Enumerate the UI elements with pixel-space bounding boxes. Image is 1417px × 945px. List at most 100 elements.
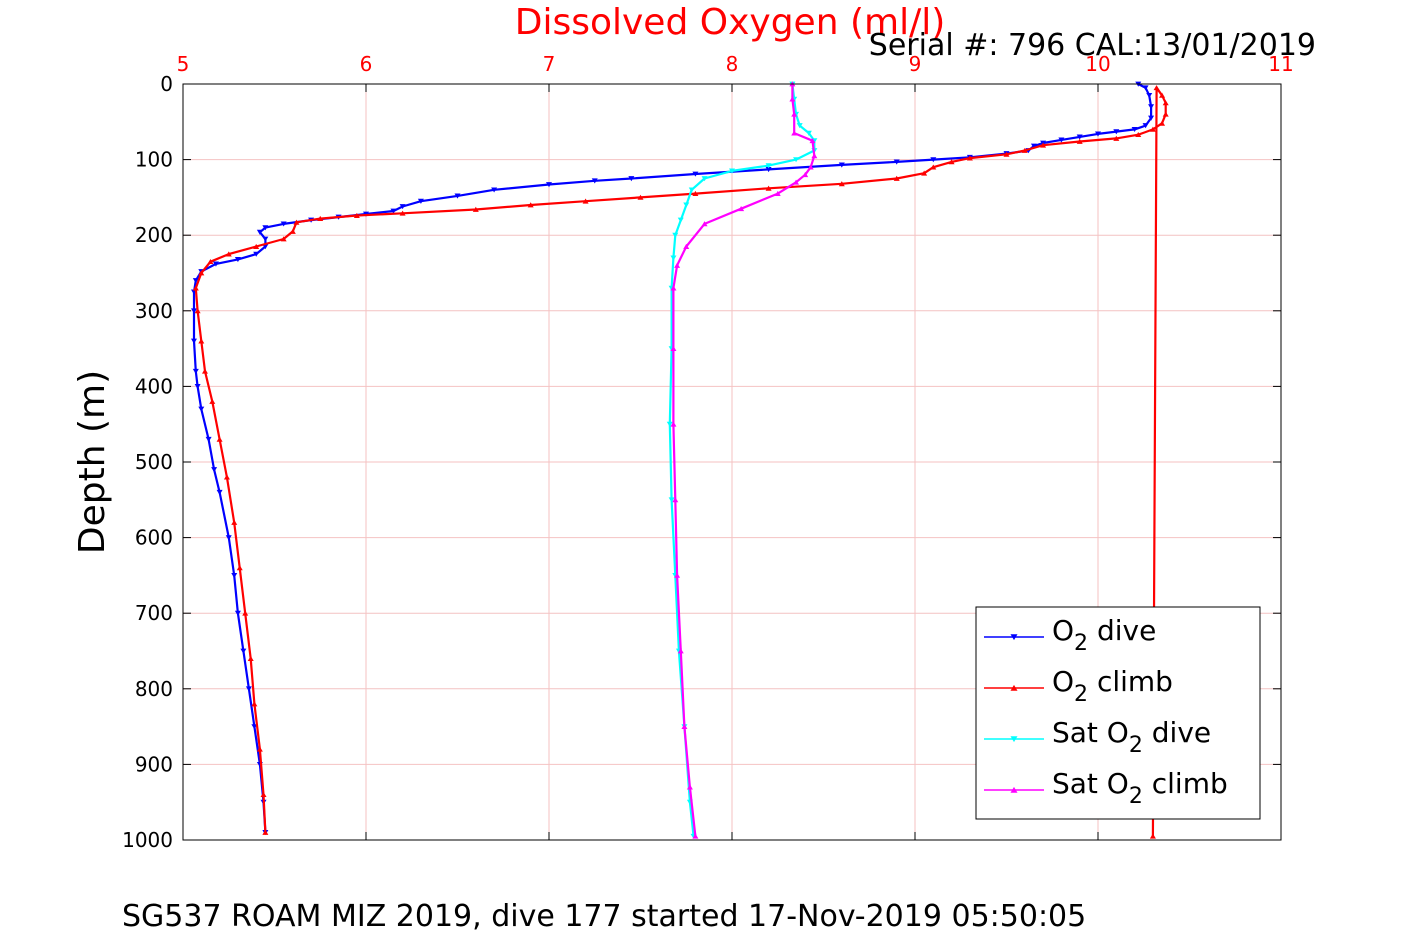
data-point xyxy=(765,185,772,191)
y-tick-label: 900 xyxy=(135,752,173,776)
series-layer xyxy=(190,81,1169,839)
data-point xyxy=(966,155,973,161)
data-point xyxy=(701,176,708,182)
series-sat-o2-climb xyxy=(670,81,818,839)
data-point xyxy=(921,170,928,176)
data-point xyxy=(491,187,498,193)
legend-entry-sat-o2-dive: Sat O2 dive xyxy=(984,716,1211,758)
data-point xyxy=(793,157,800,163)
data-point xyxy=(1076,138,1083,144)
data-point xyxy=(527,202,534,208)
data-point xyxy=(293,219,300,225)
data-point xyxy=(216,489,223,495)
data-point xyxy=(674,262,681,268)
data-point xyxy=(280,221,287,227)
data-point xyxy=(774,190,781,197)
data-point xyxy=(738,206,745,212)
chart-footer: SG537 ROAM MIZ 2019, dive 177 started 17… xyxy=(122,899,1086,934)
data-point xyxy=(262,236,269,242)
data-point xyxy=(582,198,589,204)
legend-entry-sat-o2-climb: Sat O2 climb xyxy=(984,767,1228,809)
series-o2-climb xyxy=(192,85,1169,839)
data-point xyxy=(231,573,238,579)
data-point xyxy=(192,368,199,374)
data-point xyxy=(1021,147,1028,153)
legend-label: O2 climb xyxy=(1052,665,1173,707)
data-point xyxy=(591,178,598,184)
data-point xyxy=(930,157,937,163)
data-point xyxy=(242,610,249,616)
data-point xyxy=(253,243,260,249)
data-point xyxy=(192,285,199,291)
data-point xyxy=(1058,137,1065,143)
data-point xyxy=(1113,129,1120,135)
data-point xyxy=(194,308,201,314)
data-point xyxy=(796,123,803,129)
data-point xyxy=(666,421,673,427)
data-point xyxy=(353,212,360,218)
data-point xyxy=(683,243,690,249)
data-point xyxy=(838,162,845,168)
data-point xyxy=(240,648,247,654)
data-point xyxy=(212,261,219,267)
data-point xyxy=(893,175,900,181)
data-point xyxy=(207,258,214,265)
data-point xyxy=(253,251,260,257)
data-point xyxy=(811,153,818,159)
data-point xyxy=(198,338,205,344)
legend-entry-o2-climb: O2 climb xyxy=(984,665,1173,707)
data-point xyxy=(1040,142,1047,148)
data-point xyxy=(231,519,238,525)
legend-swatch-marker xyxy=(1010,786,1018,793)
legend-entry-o2-dive: O2 dive xyxy=(984,614,1156,656)
data-point xyxy=(256,229,263,235)
x-tick-label: 5 xyxy=(177,52,190,76)
data-point xyxy=(674,572,681,578)
data-point xyxy=(765,163,772,169)
data-point xyxy=(1076,134,1083,140)
data-point xyxy=(205,436,212,443)
data-point xyxy=(1095,131,1101,137)
y-tick-label: 700 xyxy=(135,601,173,625)
y-tick-label: 1000 xyxy=(122,828,173,852)
data-point xyxy=(1159,92,1166,98)
data-point xyxy=(930,164,937,170)
data-point xyxy=(893,159,900,165)
data-point xyxy=(793,179,800,185)
x-tick-label: 6 xyxy=(360,52,373,76)
data-point xyxy=(1003,151,1010,157)
data-point xyxy=(209,398,216,404)
data-point xyxy=(692,833,699,839)
legend-swatch-marker xyxy=(1010,684,1018,691)
data-point xyxy=(681,723,688,729)
data-point xyxy=(262,829,269,835)
data-point xyxy=(729,168,735,174)
data-point xyxy=(1162,111,1169,117)
data-point xyxy=(1148,115,1155,121)
data-point xyxy=(251,701,258,707)
data-point xyxy=(670,285,677,291)
y-axis-label: Depth (m) xyxy=(72,370,113,554)
x-tick-label: 8 xyxy=(726,52,739,76)
data-point xyxy=(223,474,230,480)
legend-label: Sat O2 dive xyxy=(1052,716,1211,758)
data-point xyxy=(399,204,406,210)
data-point xyxy=(807,164,814,170)
y-tick-label: 0 xyxy=(160,72,173,96)
data-point xyxy=(472,206,479,212)
data-point xyxy=(802,172,809,178)
data-point xyxy=(672,497,679,503)
data-point xyxy=(1030,143,1037,149)
data-point xyxy=(247,655,254,661)
data-point xyxy=(454,193,461,199)
data-point xyxy=(809,138,816,144)
data-point xyxy=(677,648,684,654)
x-tick-label: 10 xyxy=(1085,52,1110,76)
data-point xyxy=(262,225,269,231)
data-point xyxy=(260,791,267,798)
y-tick-label: 100 xyxy=(135,148,173,172)
data-point xyxy=(225,535,232,541)
data-point xyxy=(216,436,223,442)
data-point xyxy=(225,251,232,257)
data-point xyxy=(948,159,955,165)
